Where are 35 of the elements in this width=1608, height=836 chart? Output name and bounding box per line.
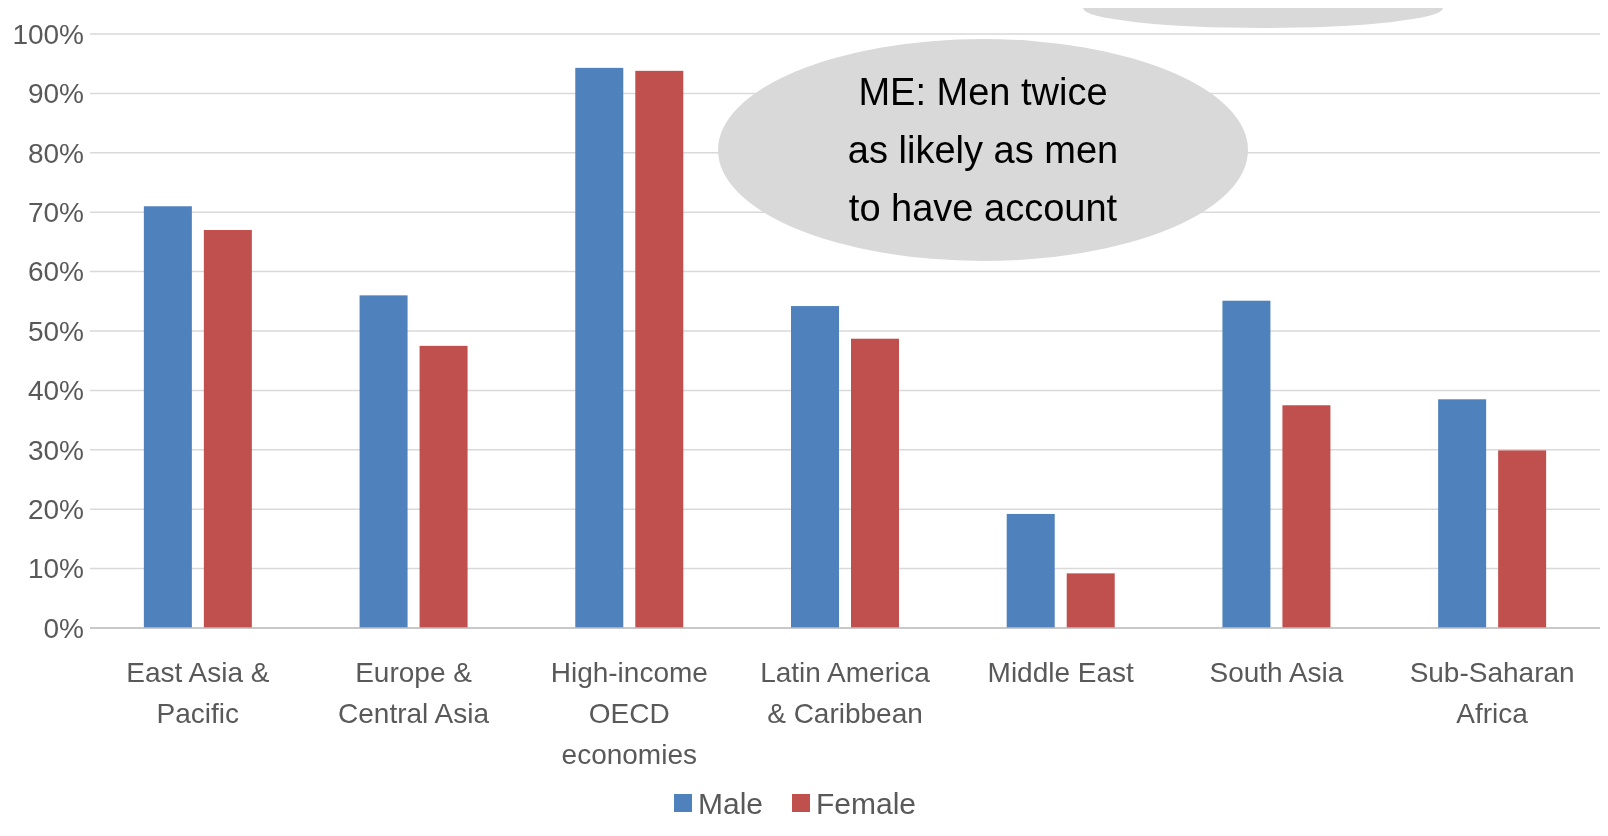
x-tick-label: Europe & Central Asia: [338, 657, 490, 729]
y-tick-label: 40%: [27, 375, 84, 407]
y-tick-label: 100%: [12, 18, 84, 50]
x-tick-label: East Asia & Pacific: [126, 657, 270, 729]
x-tick-label: Sub-Saharan Africa: [1409, 657, 1575, 729]
bar: [635, 70, 684, 628]
bar: [791, 306, 839, 628]
y-tick-label: 80%: [27, 137, 84, 169]
x-tick-label: South Asia: [1209, 657, 1344, 688]
bar: [1438, 399, 1487, 628]
y-tick-label: 20%: [27, 494, 84, 525]
y-tick-label: 70%: [27, 197, 84, 228]
y-tick-label: 10%: [27, 553, 84, 585]
bar: [1066, 573, 1115, 628]
legend-label: Male: [698, 786, 764, 820]
bar: [1282, 405, 1331, 628]
bar: [359, 295, 408, 628]
x-tick-label: High-income OECD economies: [550, 657, 708, 770]
bar: [143, 206, 192, 628]
y-tick-label: 30%: [27, 434, 84, 466]
x-tick-label: Latin America & Caribbean: [760, 657, 931, 729]
x-tick-label: Middle East: [987, 657, 1135, 688]
y-tick-label: 0%: [43, 612, 84, 644]
bar: [575, 67, 624, 628]
bar: [203, 230, 252, 628]
bar: [1006, 513, 1055, 628]
annotation: ME: Men twice as likely as men to have account: [847, 71, 1119, 230]
legend-label: Female: [816, 786, 917, 820]
bar: [1222, 300, 1271, 628]
y-tick-label: 60%: [27, 256, 84, 288]
bar: [1498, 450, 1547, 628]
bar: [419, 345, 468, 628]
bar: [851, 338, 899, 628]
y-tick-label: 50%: [27, 315, 84, 347]
y-tick-label: 90%: [27, 78, 84, 110]
